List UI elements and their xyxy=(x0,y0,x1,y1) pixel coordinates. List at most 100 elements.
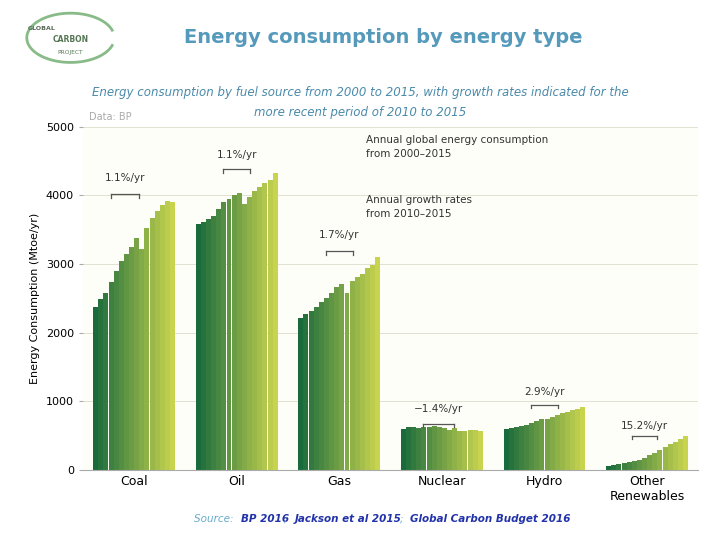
Bar xyxy=(411,427,416,470)
Bar xyxy=(616,464,621,470)
Text: BP 2016: BP 2016 xyxy=(241,515,289,524)
Bar xyxy=(626,462,631,470)
Bar xyxy=(129,247,134,470)
Bar xyxy=(242,205,247,470)
Bar xyxy=(683,436,688,470)
Bar xyxy=(467,430,472,470)
Bar xyxy=(570,410,575,470)
Bar xyxy=(350,281,355,470)
Bar xyxy=(375,257,380,470)
Bar xyxy=(401,429,406,470)
Bar xyxy=(560,413,565,470)
Text: more recent period of 2010 to 2015: more recent period of 2010 to 2015 xyxy=(254,106,466,119)
Text: 1.1%/yr: 1.1%/yr xyxy=(104,173,145,183)
Bar xyxy=(662,447,667,470)
Text: Jackson et al 2015: Jackson et al 2015 xyxy=(295,515,402,524)
Bar xyxy=(257,186,262,470)
Bar xyxy=(652,453,657,470)
Bar xyxy=(678,439,683,470)
Bar xyxy=(145,228,150,470)
Bar xyxy=(555,415,560,470)
Bar xyxy=(273,173,278,470)
Bar xyxy=(119,261,124,470)
Bar xyxy=(360,274,365,470)
Text: GLOBAL: GLOBAL xyxy=(28,25,56,31)
Bar xyxy=(462,431,467,470)
Bar xyxy=(544,418,549,470)
Text: Data: BP: Data: BP xyxy=(89,112,132,122)
Bar xyxy=(519,426,524,470)
Bar xyxy=(206,219,211,470)
Text: 1.1%/yr: 1.1%/yr xyxy=(217,150,257,160)
Bar xyxy=(575,409,580,470)
Bar xyxy=(478,431,483,470)
Text: Global Carbon Budget 2016: Global Carbon Budget 2016 xyxy=(410,515,571,524)
Bar xyxy=(262,183,267,470)
Bar xyxy=(539,420,544,470)
Bar xyxy=(406,427,411,470)
Bar xyxy=(421,427,426,470)
Bar xyxy=(124,254,129,470)
Bar xyxy=(647,455,652,470)
Text: Energy consumption by energy type: Energy consumption by energy type xyxy=(184,28,582,47)
Bar xyxy=(309,312,314,470)
Text: 1.7%/yr: 1.7%/yr xyxy=(319,230,359,240)
Bar xyxy=(416,428,421,470)
Bar xyxy=(155,211,160,470)
Bar xyxy=(457,431,462,470)
Bar xyxy=(611,465,616,470)
Bar xyxy=(355,277,360,470)
Bar xyxy=(621,463,626,470)
Bar xyxy=(227,199,232,470)
Text: CARBON: CARBON xyxy=(53,35,89,44)
Bar xyxy=(426,427,431,470)
Bar xyxy=(534,421,539,470)
Bar xyxy=(631,461,636,470)
Bar xyxy=(432,426,437,470)
Y-axis label: Energy Consumption (Mtoe/yr): Energy Consumption (Mtoe/yr) xyxy=(30,213,40,384)
Bar xyxy=(268,180,273,470)
Bar xyxy=(303,314,308,470)
Text: Source:: Source: xyxy=(194,515,237,524)
Bar xyxy=(503,429,508,470)
Bar xyxy=(549,417,554,470)
Bar xyxy=(657,450,662,470)
Bar xyxy=(98,299,103,470)
Text: ;: ; xyxy=(284,515,291,524)
Bar xyxy=(339,284,344,470)
Text: 2.9%/yr: 2.9%/yr xyxy=(524,387,564,397)
Bar xyxy=(160,205,165,470)
Bar xyxy=(196,224,201,470)
Bar xyxy=(237,193,242,470)
Bar xyxy=(93,307,98,470)
Bar xyxy=(314,307,319,470)
Bar xyxy=(298,318,303,470)
Bar xyxy=(452,428,457,470)
Text: Annual global energy consumption
from 2000–2015: Annual global energy consumption from 20… xyxy=(366,136,548,159)
Text: 15.2%/yr: 15.2%/yr xyxy=(621,421,668,431)
Bar xyxy=(329,293,334,470)
Text: PROJECT: PROJECT xyxy=(58,50,84,55)
Bar xyxy=(524,424,529,470)
Bar xyxy=(637,460,642,470)
Bar xyxy=(104,293,109,470)
Bar xyxy=(221,202,226,470)
Bar xyxy=(232,195,237,470)
Bar xyxy=(334,287,339,470)
Bar xyxy=(442,428,447,470)
Text: ;: ; xyxy=(400,515,406,524)
Bar xyxy=(667,444,672,470)
Bar xyxy=(114,271,119,470)
Bar xyxy=(344,293,349,470)
Bar xyxy=(109,282,114,470)
Bar xyxy=(514,427,519,470)
Bar xyxy=(642,457,647,470)
Bar xyxy=(672,442,678,470)
Bar xyxy=(447,430,452,470)
Bar xyxy=(139,249,144,470)
Bar xyxy=(324,298,329,470)
Text: −1.4%/yr: −1.4%/yr xyxy=(414,403,464,414)
Bar xyxy=(437,427,442,470)
Bar xyxy=(165,201,170,470)
Bar xyxy=(170,202,175,470)
